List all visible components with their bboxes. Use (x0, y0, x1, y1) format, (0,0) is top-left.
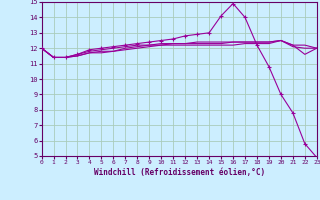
X-axis label: Windchill (Refroidissement éolien,°C): Windchill (Refroidissement éolien,°C) (94, 168, 265, 177)
